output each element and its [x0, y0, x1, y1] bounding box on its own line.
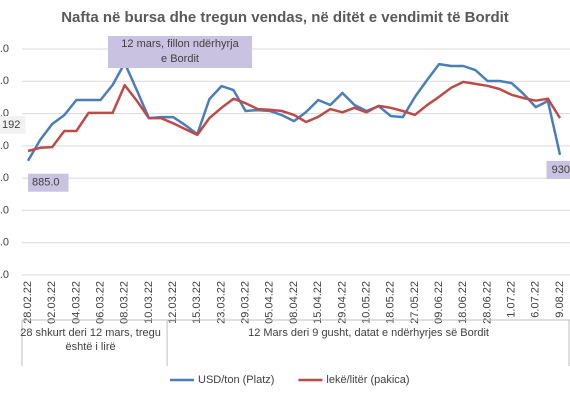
value-label: 192 — [2, 119, 20, 131]
value-label: 885.0 — [32, 177, 60, 189]
x-tick-label: 06.03.22 — [94, 281, 106, 324]
x-tick-label: 27.05.22 — [409, 281, 421, 324]
x-tick-label: 29.03.22 — [240, 281, 252, 324]
period-label: është i lirë — [65, 341, 115, 353]
x-tick-label: 23.03.22 — [215, 281, 227, 324]
annotation-box — [108, 36, 252, 68]
x-tick-label: 15.03.22 — [191, 281, 203, 324]
period-label: 28 shkurt deri 12 mars, tregu — [20, 327, 161, 339]
y-tick-label: 1,250.0 — [0, 107, 9, 119]
y-tick-label: 0.0 — [0, 269, 9, 281]
x-tick-label: 1.07.22 — [506, 281, 518, 318]
x-tick-label: 02.03.22 — [46, 281, 58, 324]
y-tick-label: 250.0 — [0, 237, 9, 249]
x-tick-label: 05.04.22 — [264, 281, 276, 324]
value-label-box — [0, 116, 26, 135]
x-tick-label: 10.03.22 — [143, 281, 155, 324]
value-label: 930 — [552, 164, 570, 176]
x-tick-label: 15.04.22 — [312, 281, 324, 324]
value-label-box — [28, 173, 69, 192]
x-tick-label: 08.03.22 — [119, 281, 131, 324]
x-tick-label: 12.03.22 — [167, 281, 179, 324]
chart-title: Nafta në bursa dhe tregun vendas, në dit… — [61, 9, 509, 26]
annotation: e Bordit — [161, 53, 199, 65]
series-line — [26, 61, 562, 162]
y-tick-label: 500.0 — [0, 204, 9, 216]
annotation: 12 mars, fillon ndërhyrja — [121, 38, 239, 50]
x-tick-label: 28.02.22 — [22, 281, 34, 324]
series-line — [27, 80, 562, 153]
x-tick-label: 08.04.22 — [288, 281, 300, 324]
x-tick-label: 18.06.22 — [457, 281, 469, 324]
x-tick-label: 28.06.22 — [481, 281, 493, 324]
period-label: 12 Mars deri 9 gusht, datat e ndërhyrjes… — [248, 327, 489, 339]
y-tick-label: 1,500.0 — [0, 75, 9, 87]
x-tick-label: 6.07.22 — [530, 281, 542, 318]
y-tick-label: 1,000.0 — [0, 140, 9, 152]
x-tick-label: 09.06.22 — [433, 281, 445, 324]
x-tick-label: 18.05.22 — [385, 281, 397, 324]
legend-label: lekë/litër (pakica) — [326, 374, 409, 386]
value-label-box — [546, 160, 570, 179]
y-tick-label: 750.0 — [0, 172, 9, 184]
y-tick-label: 1,750.0 — [0, 43, 9, 55]
legend-label: USD/ton (Platz) — [198, 374, 274, 386]
x-tick-label: 04.03.22 — [70, 281, 82, 324]
x-tick-label: 29.04.22 — [336, 281, 348, 324]
x-tick-label: 9.08.22 — [554, 281, 566, 318]
x-tick-label: 10.05.22 — [360, 281, 372, 324]
